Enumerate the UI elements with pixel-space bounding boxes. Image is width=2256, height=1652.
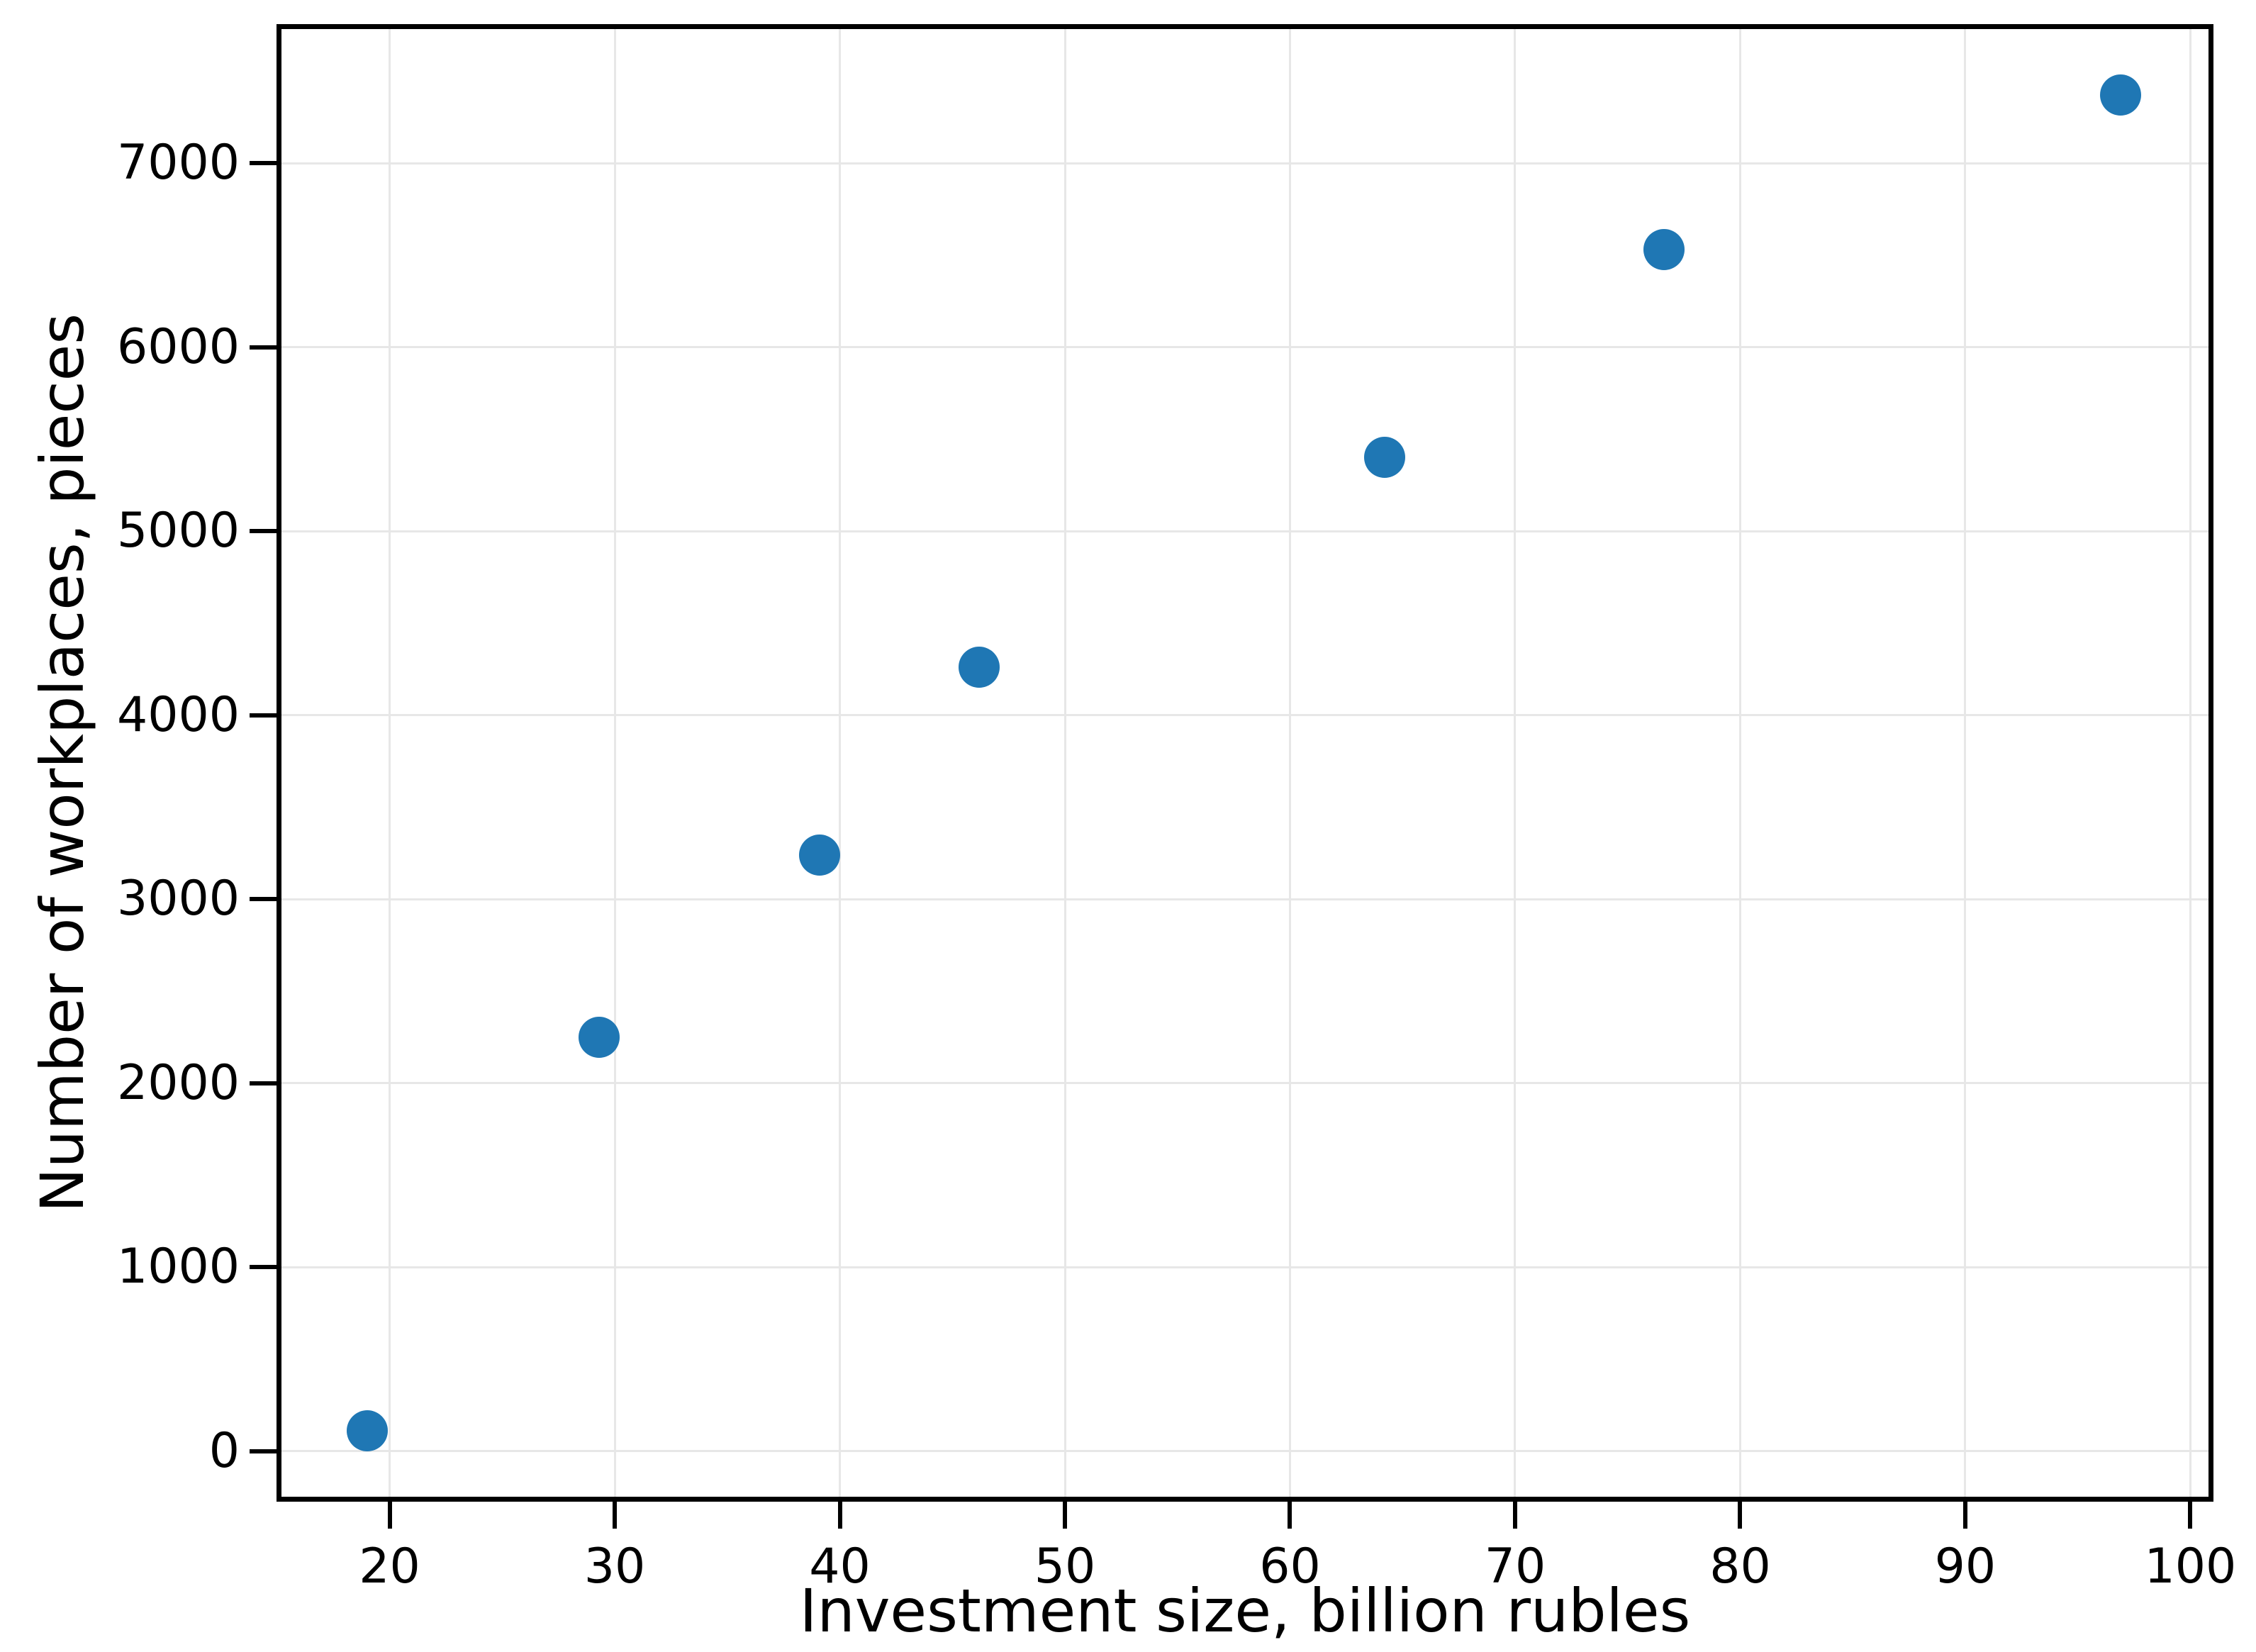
- gridline-vertical: [389, 27, 391, 1499]
- x-tick-label: 100: [2144, 1539, 2237, 1595]
- x-tick-label: 30: [583, 1539, 646, 1595]
- x-axis-tick: [613, 1502, 618, 1529]
- gridline-vertical: [2189, 27, 2191, 1499]
- x-axis-tick: [2188, 1502, 2193, 1529]
- data-point: [1643, 228, 1685, 270]
- gridline-horizontal: [279, 714, 2211, 717]
- x-tick-label: 20: [359, 1539, 420, 1595]
- y-axis-tick: [250, 1265, 277, 1270]
- gridline-horizontal: [279, 162, 2211, 164]
- x-axis-tick: [387, 1502, 392, 1529]
- gridline-vertical: [613, 27, 616, 1499]
- y-axis-tick: [250, 345, 277, 350]
- x-axis-tick: [837, 1502, 842, 1529]
- gridline-horizontal: [279, 898, 2211, 900]
- gridline-vertical: [1964, 27, 1967, 1499]
- gridline-horizontal: [279, 346, 2211, 349]
- y-tick-label: 2000: [116, 1054, 240, 1111]
- y-axis-tick: [250, 161, 277, 166]
- gridline-vertical: [1738, 27, 1741, 1499]
- x-axis-tick: [1288, 1502, 1292, 1529]
- gridline-horizontal: [279, 1450, 2211, 1453]
- y-axis-label: Number of workplaces, pieces: [28, 313, 97, 1213]
- gridline-horizontal: [279, 530, 2211, 532]
- y-tick-label: 7000: [116, 135, 240, 191]
- gridline-horizontal: [279, 1266, 2211, 1268]
- plot-area: [279, 27, 2211, 1499]
- x-axis-tick: [1962, 1502, 1967, 1529]
- y-tick-label: 4000: [116, 686, 240, 743]
- y-tick-label: 5000: [116, 503, 240, 559]
- x-tick-label: 50: [1034, 1539, 1096, 1595]
- y-axis-tick: [250, 1449, 277, 1453]
- x-axis-label: Investment size, billion rubles: [799, 1576, 1691, 1646]
- data-point: [578, 1016, 620, 1058]
- x-tick-label: 80: [1709, 1539, 1771, 1595]
- y-tick-label: 1000: [116, 1239, 240, 1295]
- y-axis-tick: [250, 713, 277, 718]
- x-axis-tick: [1512, 1502, 1517, 1529]
- y-axis-tick: [250, 529, 277, 534]
- x-axis-tick: [1738, 1502, 1743, 1529]
- x-tick-label: 70: [1484, 1539, 1546, 1595]
- y-tick-label: 6000: [116, 318, 240, 375]
- y-tick-label: 0: [208, 1422, 240, 1479]
- x-axis-tick: [1063, 1502, 1067, 1529]
- gridline-horizontal: [279, 1082, 2211, 1085]
- data-point: [346, 1410, 388, 1451]
- gridline-vertical: [839, 27, 842, 1499]
- data-point: [798, 834, 840, 876]
- y-axis-tick: [250, 897, 277, 902]
- data-point: [1363, 437, 1405, 479]
- gridline-vertical: [1288, 27, 1291, 1499]
- x-tick-label: 40: [809, 1539, 871, 1595]
- data-point: [959, 647, 1000, 688]
- data-point: [2100, 74, 2141, 116]
- y-axis-tick: [250, 1081, 277, 1085]
- x-tick-label: 90: [1934, 1539, 1997, 1595]
- gridline-vertical: [1514, 27, 1517, 1499]
- gridline-vertical: [1063, 27, 1066, 1499]
- y-tick-label: 3000: [116, 871, 240, 927]
- x-tick-label: 60: [1259, 1539, 1321, 1595]
